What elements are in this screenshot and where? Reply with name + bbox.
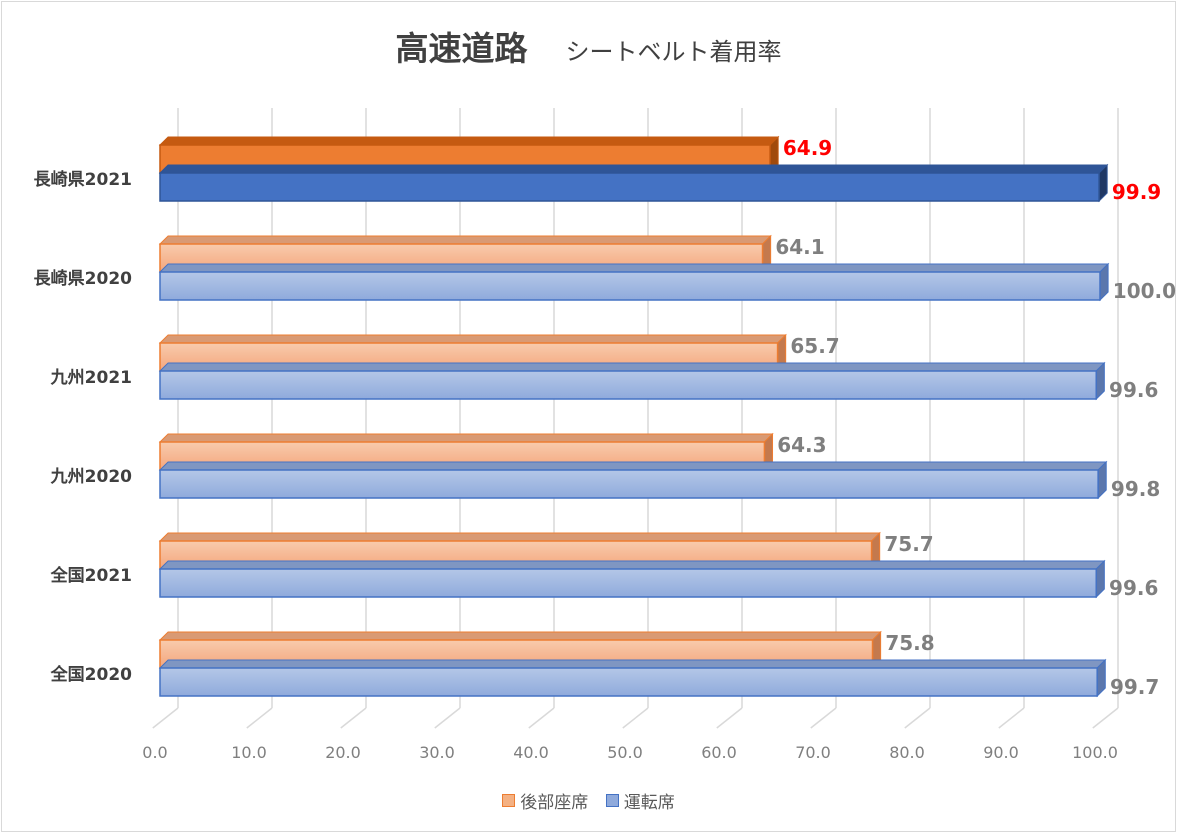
data-label-driver: 99.9	[1112, 180, 1161, 204]
x-tick-label: 80.0	[889, 743, 925, 762]
bar-driver	[159, 172, 1100, 202]
x-tick-label: 90.0	[983, 743, 1019, 762]
data-label-rear: 64.9	[783, 136, 832, 160]
gridline-floor	[904, 707, 931, 729]
category-label: 長崎県2020	[34, 268, 132, 289]
gridline-floor	[998, 707, 1025, 729]
data-label-driver: 99.8	[1111, 477, 1160, 501]
x-tick-label: 100.0	[1072, 743, 1118, 762]
data-label-rear: 75.8	[885, 631, 934, 655]
gridline-floor	[152, 707, 179, 729]
bar-driver-top	[158, 362, 1106, 372]
x-tick-label: 70.0	[795, 743, 831, 762]
bar-driver-top	[158, 461, 1108, 471]
chart-subtitle: シートベルト着用率	[565, 38, 782, 66]
bar-rear-top	[158, 136, 780, 146]
x-tick-label: 60.0	[701, 743, 737, 762]
legend-item-driver: 運転席	[605, 788, 675, 813]
x-tick-label: 30.0	[419, 743, 455, 762]
data-label-rear: 75.7	[884, 532, 933, 556]
category-label: 九州2021	[50, 368, 132, 388]
x-tick-label: 20.0	[325, 743, 361, 762]
data-label-driver: 99.6	[1109, 576, 1158, 600]
x-tick-label: 0.0	[142, 743, 167, 762]
bar-rear-top	[158, 235, 772, 245]
gridline-floor	[434, 707, 461, 729]
x-tick-label: 10.0	[231, 743, 267, 762]
legend-label-rear: 後部座席	[520, 793, 589, 813]
legend-swatch-rear	[502, 794, 516, 807]
bar-rear-top	[158, 532, 881, 542]
gridline-floor	[810, 707, 837, 729]
legend-item-rear: 後部座席	[502, 788, 588, 813]
bar-rear-top	[158, 334, 787, 344]
category-label: 長崎県2021	[34, 169, 132, 190]
chart-title: 高速道路 シートベルト着用率	[0, 22, 1177, 70]
bar-rear-top	[158, 433, 774, 443]
legend: 後部座席 運転席	[0, 788, 1177, 813]
gridline-floor	[622, 707, 649, 729]
gridline-floor	[340, 707, 367, 729]
bar-driver	[159, 469, 1099, 499]
bar-rear-top	[158, 631, 882, 641]
chart-title-main: 高速道路	[395, 29, 528, 68]
bar-driver	[159, 271, 1101, 301]
data-label-driver: 99.6	[1109, 378, 1158, 402]
legend-label-driver: 運転席	[623, 793, 675, 813]
gridline-floor	[528, 707, 555, 729]
data-label-driver: 99.7	[1110, 675, 1159, 699]
legend-swatch-driver	[605, 794, 619, 807]
bar-driver	[159, 568, 1097, 598]
gridline-floor	[246, 707, 273, 729]
x-tick-label: 50.0	[607, 743, 643, 762]
bar-driver-top	[158, 164, 1109, 174]
bar-driver-top	[158, 560, 1106, 570]
category-label: 全国2021	[50, 565, 132, 586]
bar-driver-top	[158, 263, 1110, 273]
x-tick-label: 40.0	[513, 743, 549, 762]
data-label-rear: 64.3	[777, 433, 826, 457]
category-label: 全国2020	[50, 664, 132, 685]
gridline-floor	[716, 707, 743, 729]
bar-driver	[159, 370, 1097, 400]
bar-driver-top	[158, 659, 1107, 669]
data-label-rear: 65.7	[790, 334, 839, 358]
data-label-rear: 64.1	[775, 235, 824, 259]
gridline-floor	[1092, 707, 1119, 729]
data-label-driver: 100.0	[1113, 279, 1176, 303]
bar-driver	[159, 667, 1098, 697]
category-label: 九州2020	[50, 467, 132, 487]
